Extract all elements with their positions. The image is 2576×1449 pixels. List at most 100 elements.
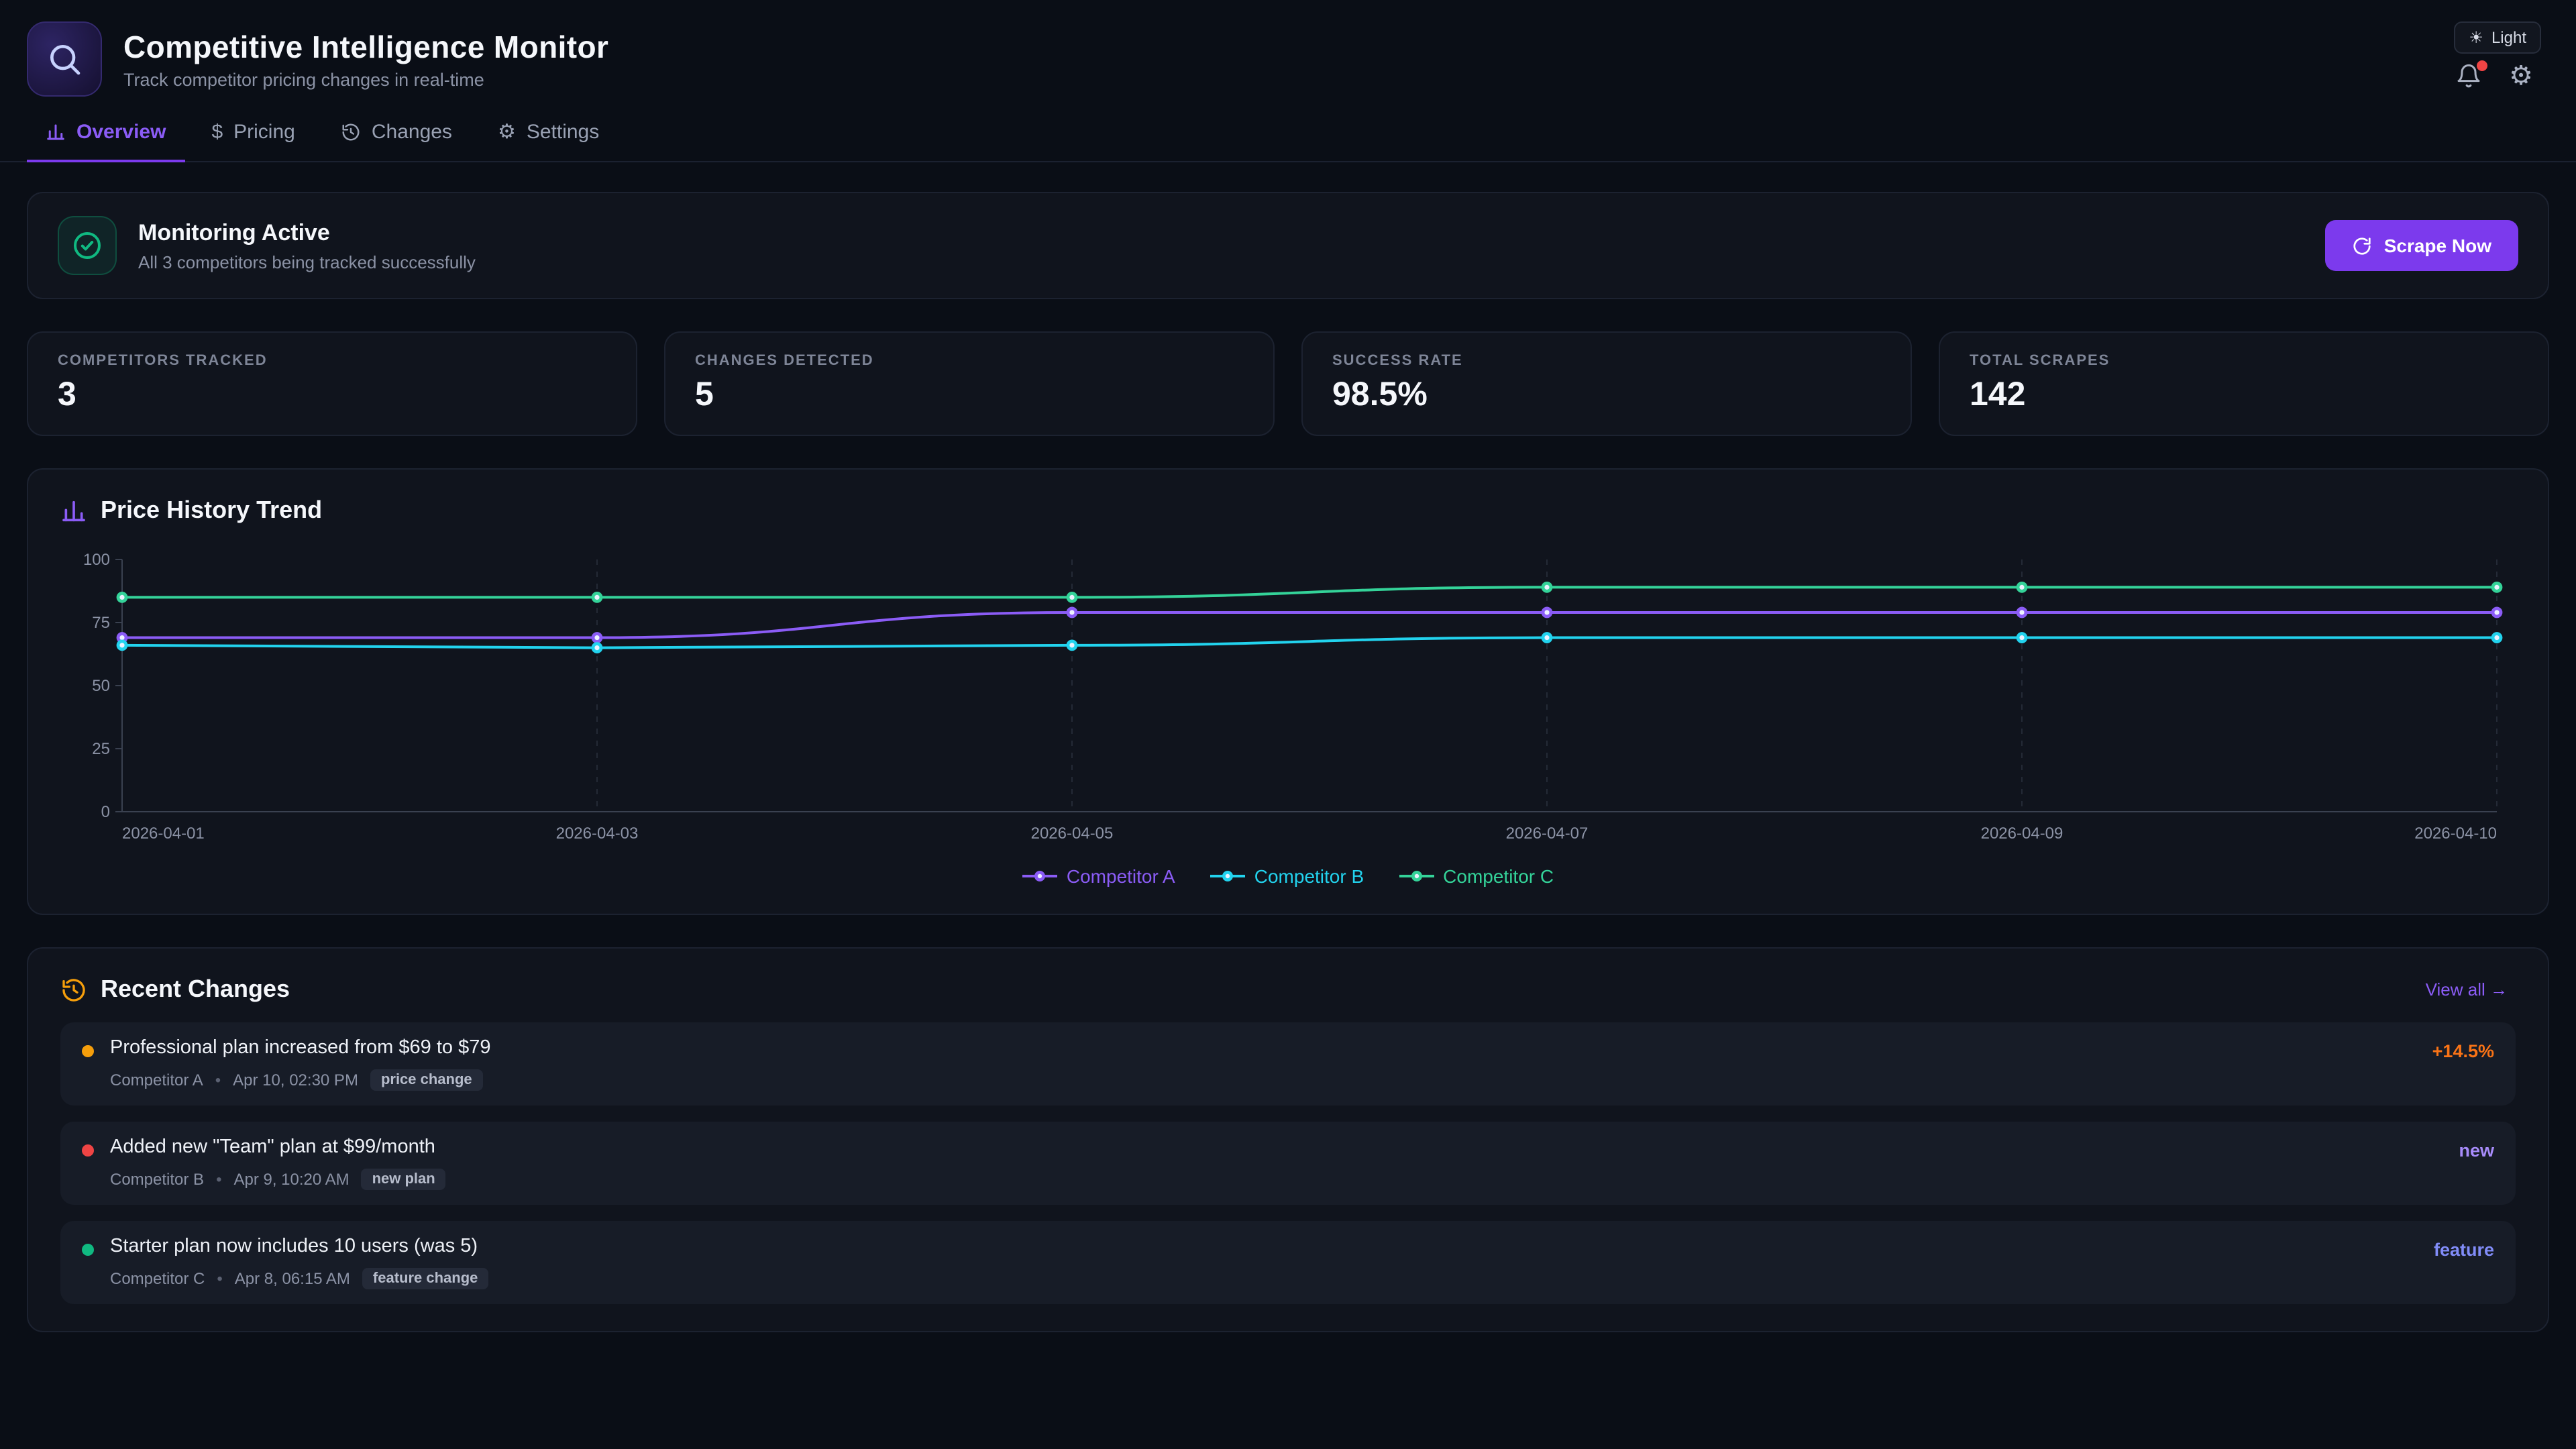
header: Competitive Intelligence Monitor Track c…	[0, 0, 2576, 107]
scrape-now-label: Scrape Now	[2384, 235, 2491, 256]
legend-item: Competitor A	[1022, 865, 1175, 887]
chart-legend: Competitor A Competitor B Competitor C	[60, 865, 2516, 887]
change-row: Added new "Team" plan at $99/month Compe…	[60, 1122, 2516, 1205]
settings-button[interactable]: ⚙	[2504, 58, 2538, 95]
status-subtitle: All 3 competitors being tracked successf…	[138, 252, 476, 272]
change-meta: Competitor A Apr 10, 02:30 PM price chan…	[110, 1069, 2416, 1091]
header-actions: ☀ Light ⚙	[2450, 21, 2541, 95]
legend-marker-icon	[1399, 869, 1434, 883]
stat-label: Total Scrapes	[1970, 353, 2518, 369]
change-competitor: Competitor C	[110, 1269, 205, 1288]
legend-label: Competitor C	[1443, 865, 1554, 887]
change-row: Professional plan increased from $69 to …	[60, 1022, 2516, 1106]
recent-changes-panel: Recent Changes View all → Professional p…	[27, 947, 2549, 1332]
brand-text: Competitive Intelligence Monitor Track c…	[123, 29, 608, 89]
theme-toggle-label: Light	[2491, 28, 2526, 47]
scrape-now-button[interactable]: Scrape Now	[2325, 220, 2518, 271]
chart-title: Price History Trend	[101, 496, 322, 525]
svg-text:50: 50	[92, 677, 110, 695]
app-logo	[27, 21, 102, 97]
tab-settings[interactable]: ⚙ Settings	[479, 107, 618, 162]
recent-changes-title: Recent Changes	[101, 975, 290, 1004]
app: Competitive Intelligence Monitor Track c…	[0, 0, 2576, 1449]
change-badge: feature change	[362, 1268, 489, 1289]
change-delta: new	[2459, 1140, 2494, 1161]
change-body: Added new "Team" plan at $99/month Compe…	[110, 1136, 2443, 1190]
tab-label: Settings	[527, 121, 599, 144]
gear-icon: ⚙	[2509, 62, 2533, 91]
tab-pricing[interactable]: $ Pricing	[193, 107, 313, 162]
change-competitor: Competitor B	[110, 1170, 204, 1189]
change-time: Apr 8, 06:15 AM	[217, 1269, 350, 1288]
monitoring-status: Monitoring Active All 3 competitors bein…	[58, 216, 476, 275]
bar-chart-icon	[46, 122, 66, 142]
change-dot	[82, 1045, 94, 1057]
tab-label: Pricing	[233, 121, 295, 144]
view-all-link[interactable]: View all →	[2418, 978, 2516, 1001]
stat-value: 5	[695, 376, 1244, 415]
stats-row: Competitors Tracked 3 Changes Detected 5…	[27, 331, 2549, 436]
change-meta: Competitor B Apr 9, 10:20 AM new plan	[110, 1169, 2443, 1190]
theme-toggle-button[interactable]: ☀ Light	[2454, 21, 2541, 54]
check-circle-icon	[71, 229, 103, 262]
legend-label: Competitor A	[1067, 865, 1175, 887]
price-history-chart[interactable]: 02550751002026-04-012026-04-032026-04-05…	[60, 543, 2516, 855]
svg-text:2026-04-03: 2026-04-03	[556, 824, 639, 843]
change-badge: new plan	[362, 1169, 446, 1190]
status-title: Monitoring Active	[138, 219, 476, 246]
main-content: Monitoring Active All 3 competitors bein…	[0, 162, 2576, 1362]
change-delta: feature	[2434, 1240, 2494, 1260]
page-title: Competitive Intelligence Monitor	[123, 29, 608, 65]
chart-area: 02550751002026-04-012026-04-032026-04-05…	[60, 543, 2516, 855]
chart-header: Price History Trend	[60, 496, 2516, 525]
recent-changes-header: Recent Changes View all →	[60, 975, 2516, 1004]
stat-value: 142	[1970, 376, 2518, 415]
price-history-panel: Price History Trend 02550751002026-04-01…	[27, 468, 2549, 915]
svg-text:2026-04-10: 2026-04-10	[2414, 824, 2497, 843]
stat-value: 98.5%	[1332, 376, 1881, 415]
stat-label: Competitors Tracked	[58, 353, 606, 369]
search-icon	[46, 40, 83, 78]
notifications-button[interactable]	[2450, 58, 2487, 95]
history-icon	[341, 122, 361, 142]
svg-text:25: 25	[92, 740, 110, 758]
svg-text:2026-04-09: 2026-04-09	[1981, 824, 2063, 843]
stat-changes-detected: Changes Detected 5	[664, 331, 1275, 436]
change-delta: +14.5%	[2432, 1041, 2494, 1061]
change-title: Added new "Team" plan at $99/month	[110, 1136, 2443, 1158]
change-time: Apr 9, 10:20 AM	[216, 1170, 350, 1189]
status-text: Monitoring Active All 3 competitors bein…	[138, 219, 476, 272]
header-icon-row: ⚙	[2450, 58, 2541, 95]
change-title: Professional plan increased from $69 to …	[110, 1037, 2416, 1059]
stat-competitors-tracked: Competitors Tracked 3	[27, 331, 637, 436]
legend-item: Competitor C	[1399, 865, 1554, 887]
tab-overview[interactable]: Overview	[27, 107, 184, 162]
stat-label: Changes Detected	[695, 353, 1244, 369]
legend-marker-icon	[1210, 869, 1245, 883]
tab-bar: Overview $ Pricing Changes ⚙ Settings	[0, 107, 2576, 162]
gear-icon: ⚙	[498, 122, 516, 142]
change-body: Starter plan now includes 10 users (was …	[110, 1236, 2418, 1289]
svg-text:75: 75	[92, 614, 110, 632]
brand: Competitive Intelligence Monitor Track c…	[27, 21, 608, 97]
change-time: Apr 10, 02:30 PM	[215, 1071, 358, 1089]
history-clock-icon	[60, 976, 87, 1003]
change-row: Starter plan now includes 10 users (was …	[60, 1221, 2516, 1304]
legend-item: Competitor B	[1210, 865, 1364, 887]
change-dot	[82, 1144, 94, 1157]
stat-value: 3	[58, 376, 606, 415]
stat-success-rate: Success Rate 98.5%	[1301, 331, 1912, 436]
svg-text:2026-04-01: 2026-04-01	[122, 824, 205, 843]
notification-badge	[2477, 60, 2487, 71]
sun-icon: ☀	[2469, 28, 2483, 47]
monitoring-banner: Monitoring Active All 3 competitors bein…	[27, 192, 2549, 299]
change-dot	[82, 1244, 94, 1256]
tab-changes[interactable]: Changes	[322, 107, 471, 162]
stat-label: Success Rate	[1332, 353, 1881, 369]
legend-label: Competitor B	[1254, 865, 1364, 887]
svg-text:0: 0	[101, 803, 110, 821]
refresh-icon	[2352, 235, 2372, 256]
dollar-icon: $	[211, 122, 223, 142]
legend-marker-icon	[1022, 869, 1057, 883]
page-subtitle: Track competitor pricing changes in real…	[123, 69, 608, 89]
